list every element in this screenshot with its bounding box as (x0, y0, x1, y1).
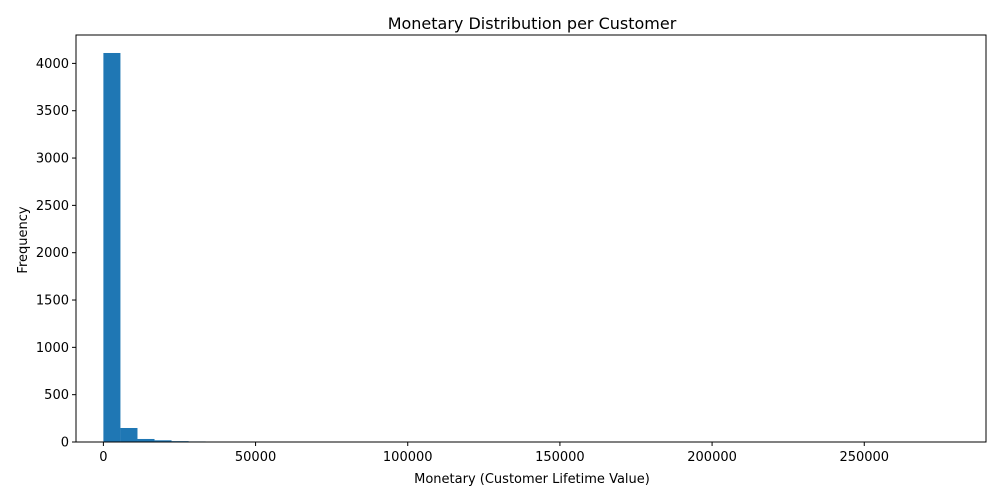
x-tick-label: 250000 (839, 450, 889, 465)
y-tick-label: 3500 (36, 104, 69, 119)
y-tick-label: 4000 (36, 57, 69, 72)
x-tick-label: 150000 (535, 450, 585, 465)
histogram-bar (137, 438, 155, 442)
plot-frame (75, 34, 987, 443)
histogram-bar (103, 52, 121, 442)
y-tick-label: 0 (61, 436, 69, 451)
bars-group (103, 52, 956, 442)
x-tick-label: 100000 (383, 450, 433, 465)
y-axis-ticks: 0 500 1000 1500 2000 2500 3000 3500 4000 (36, 57, 76, 451)
y-tick-label: 1000 (36, 341, 69, 356)
y-tick-label: 2500 (36, 199, 69, 214)
chart-title: Monetary Distribution per Customer (388, 14, 677, 33)
y-axis-label: Frequency (16, 206, 31, 273)
x-tick-label: 200000 (687, 450, 737, 465)
x-axis-ticks: 0 50000 100000 150000 200000 250000 (99, 442, 889, 465)
y-tick-label: 500 (44, 388, 69, 403)
y-tick-label: 2000 (36, 246, 69, 261)
x-axis-label: Monetary (Customer Lifetime Value) (414, 472, 650, 487)
histogram-bar (154, 440, 172, 442)
x-tick-label: 50000 (235, 450, 276, 465)
y-tick-label: 3000 (36, 152, 69, 167)
y-tick-label: 1500 (36, 294, 69, 309)
x-tick-label: 0 (99, 450, 107, 465)
histogram-bar (120, 427, 138, 442)
